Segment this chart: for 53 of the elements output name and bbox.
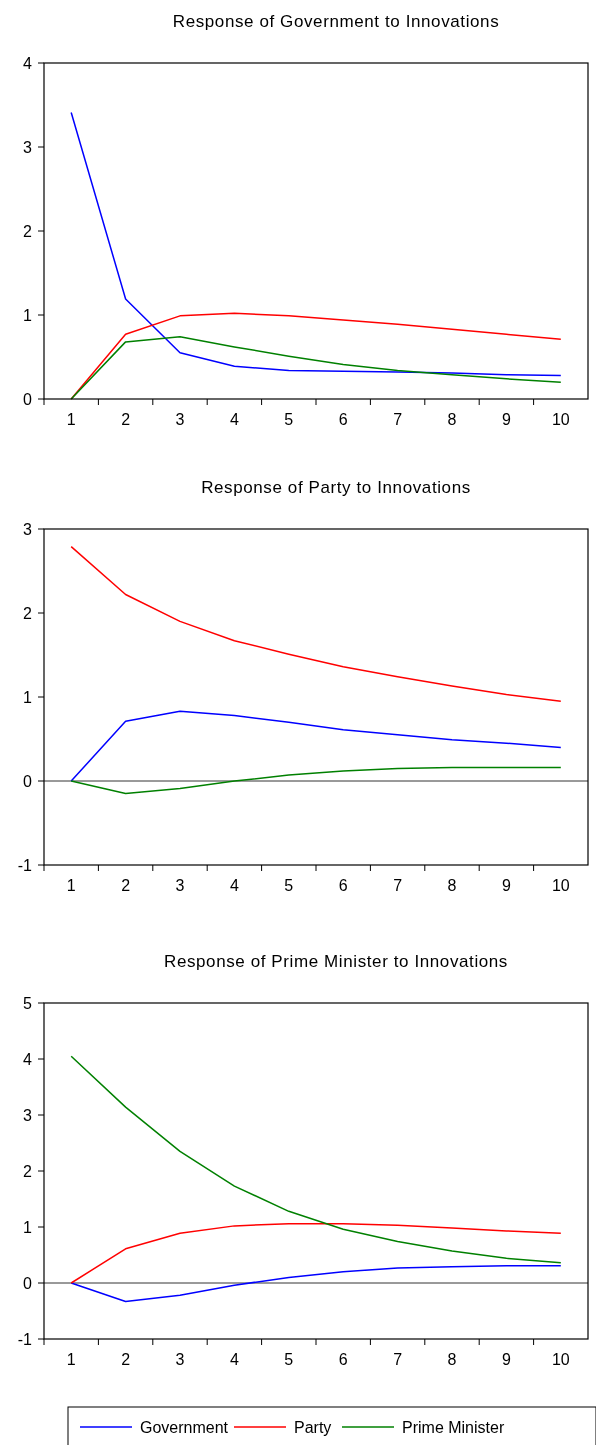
x-tick-label: 10 [551, 411, 570, 428]
y-tick-label: 3 [23, 520, 33, 538]
x-tick-label: 5 [284, 877, 294, 894]
x-tick-label: 4 [229, 1351, 239, 1368]
y-tick-label: 5 [23, 994, 33, 1012]
x-tick-label: 9 [501, 877, 511, 894]
y-tick-label: 4 [23, 54, 33, 72]
x-tick-label: 1 [66, 877, 76, 894]
y-tick-label: 1 [23, 688, 33, 706]
x-tick-label: 10 [551, 1351, 570, 1368]
x-tick-label: 7 [393, 1351, 403, 1368]
x-tick-label: 4 [229, 877, 239, 894]
x-tick-label: 2 [121, 1351, 131, 1368]
legend-label: Prime Minister [402, 1418, 505, 1436]
y-tick-label: 0 [23, 390, 33, 408]
legend-label: Party [294, 1418, 332, 1436]
y-tick-label: -1 [17, 1330, 33, 1348]
x-tick-label: 7 [393, 877, 403, 894]
y-tick-label: 0 [23, 772, 33, 790]
x-tick-label: 9 [501, 411, 511, 428]
legend-label: Government [140, 1418, 229, 1436]
x-tick-label: 7 [393, 411, 403, 428]
x-tick-label: 6 [338, 411, 348, 428]
x-tick-label: 4 [229, 411, 239, 428]
y-tick-label: 4 [23, 1050, 33, 1068]
y-tick-label: 3 [23, 1106, 33, 1124]
y-tick-label: 1 [23, 306, 33, 324]
y-tick-label: -1 [17, 856, 33, 874]
x-tick-label: 9 [501, 1351, 511, 1368]
chart-title: Response of Party to Innovations [201, 478, 471, 497]
x-tick-label: 1 [66, 411, 76, 428]
x-tick-label: 3 [175, 411, 185, 428]
y-tick-label: 0 [23, 1274, 33, 1292]
x-tick-label: 1 [66, 1351, 76, 1368]
x-tick-label: 8 [447, 877, 457, 894]
x-tick-label: 3 [175, 877, 185, 894]
x-tick-label: 10 [551, 877, 570, 894]
x-tick-label: 5 [284, 411, 294, 428]
y-tick-label: 2 [23, 222, 33, 240]
chart-title: Response of Prime Minister to Innovations [164, 952, 508, 971]
x-tick-label: 2 [121, 877, 131, 894]
x-tick-label: 8 [447, 1351, 457, 1368]
x-tick-label: 5 [284, 1351, 294, 1368]
y-tick-label: 1 [23, 1218, 33, 1236]
x-tick-label: 8 [447, 411, 457, 428]
chart-title: Response of Government to Innovations [172, 12, 500, 31]
x-tick-label: 6 [338, 1351, 348, 1368]
x-tick-label: 6 [338, 877, 348, 894]
y-tick-label: 3 [23, 138, 33, 156]
x-tick-label: 2 [121, 411, 131, 428]
y-tick-label: 2 [23, 604, 33, 622]
x-tick-label: 3 [175, 1351, 185, 1368]
y-tick-label: 2 [23, 1162, 33, 1180]
